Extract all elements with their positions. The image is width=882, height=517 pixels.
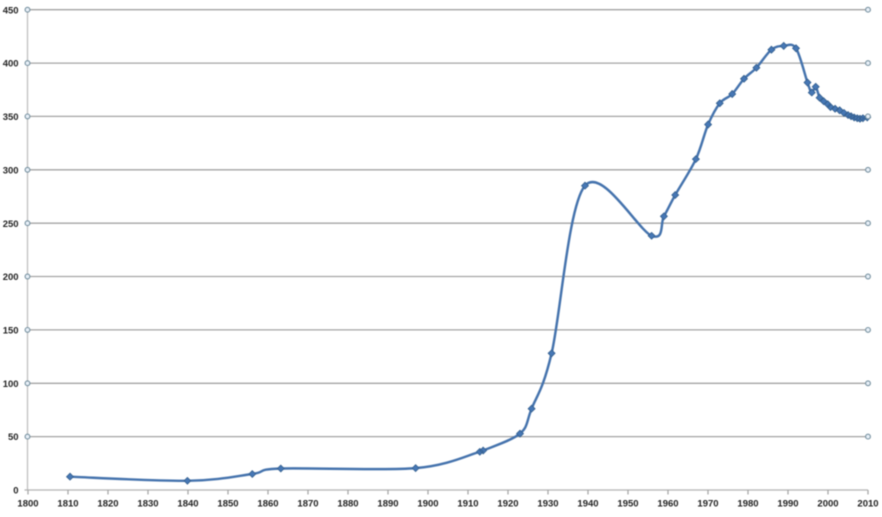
svg-text:250: 250 — [3, 219, 19, 230]
svg-text:1960: 1960 — [657, 498, 678, 509]
svg-text:1910: 1910 — [457, 498, 478, 509]
svg-text:350: 350 — [3, 112, 19, 123]
svg-text:1830: 1830 — [137, 498, 158, 509]
svg-text:1820: 1820 — [97, 498, 118, 509]
svg-text:1800: 1800 — [17, 498, 38, 509]
svg-text:1990: 1990 — [777, 498, 798, 509]
svg-text:1970: 1970 — [697, 498, 718, 509]
svg-text:300: 300 — [3, 165, 19, 176]
svg-text:1840: 1840 — [177, 498, 198, 509]
svg-text:1920: 1920 — [497, 498, 518, 509]
svg-text:200: 200 — [3, 272, 19, 283]
svg-text:50: 50 — [8, 432, 19, 443]
svg-text:1860: 1860 — [257, 498, 278, 509]
svg-text:1900: 1900 — [417, 498, 438, 509]
svg-text:1930: 1930 — [537, 498, 558, 509]
svg-text:100: 100 — [3, 379, 19, 390]
svg-text:2000: 2000 — [817, 498, 838, 509]
svg-text:450: 450 — [3, 5, 19, 16]
svg-text:150: 150 — [3, 326, 19, 337]
svg-text:1850: 1850 — [217, 498, 238, 509]
svg-text:1880: 1880 — [337, 498, 358, 509]
svg-text:2010: 2010 — [857, 498, 878, 509]
svg-text:1940: 1940 — [577, 498, 598, 509]
svg-text:1890: 1890 — [377, 498, 398, 509]
svg-text:1980: 1980 — [737, 498, 758, 509]
svg-text:1950: 1950 — [617, 498, 638, 509]
svg-text:1810: 1810 — [57, 498, 78, 509]
svg-text:1870: 1870 — [297, 498, 318, 509]
svg-text:0: 0 — [13, 486, 18, 497]
svg-text:400: 400 — [3, 59, 19, 70]
